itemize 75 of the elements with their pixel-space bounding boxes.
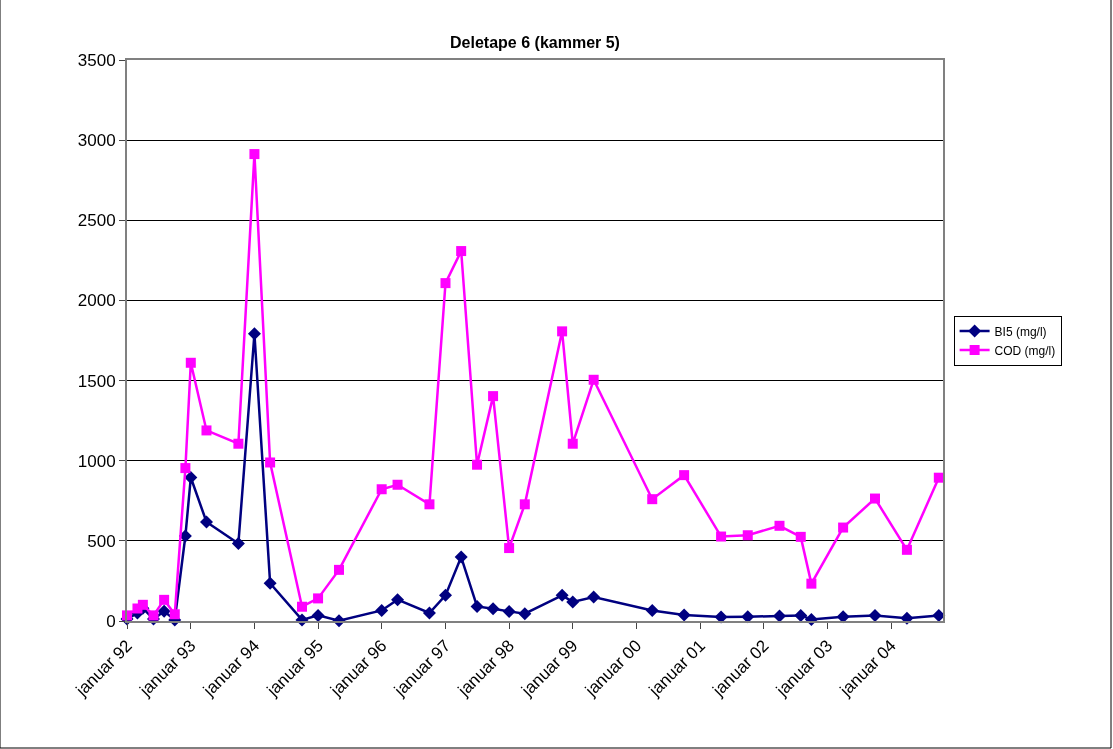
point	[185, 357, 196, 368]
point	[313, 593, 324, 604]
point	[137, 599, 148, 610]
y-tick-label: 1500	[77, 371, 116, 391]
point	[868, 608, 882, 622]
point	[519, 499, 530, 510]
y-tick-label: 2500	[77, 211, 116, 231]
point	[265, 457, 276, 468]
point	[440, 278, 451, 289]
y-tick-label: 3000	[77, 131, 116, 151]
point	[456, 246, 467, 257]
point	[486, 602, 500, 616]
point	[504, 543, 515, 554]
point	[716, 531, 727, 542]
point	[424, 499, 435, 510]
point	[311, 608, 325, 622]
y-tick-label: 500	[87, 531, 116, 551]
point	[454, 550, 468, 564]
point	[470, 599, 484, 613]
point	[375, 603, 389, 617]
point	[587, 590, 601, 604]
point	[741, 610, 755, 624]
point	[201, 425, 212, 436]
point	[772, 609, 786, 623]
point	[438, 588, 452, 602]
point	[249, 149, 260, 160]
point	[567, 438, 578, 449]
point	[157, 604, 171, 618]
point	[870, 493, 881, 504]
point	[247, 327, 261, 341]
point	[472, 459, 483, 470]
y-tick-label: 3500	[77, 50, 116, 70]
legend-label: BI5 (mg/l)	[994, 324, 1047, 339]
y-tick-label: 1000	[77, 451, 116, 471]
point	[169, 609, 180, 620]
point	[297, 601, 308, 612]
point	[184, 471, 198, 485]
y-tick-label: 0	[106, 611, 116, 631]
point	[795, 531, 806, 542]
point	[199, 515, 213, 529]
point	[555, 588, 569, 602]
point	[838, 522, 849, 533]
point	[933, 472, 944, 483]
point	[148, 610, 159, 621]
point	[647, 494, 658, 505]
point	[901, 544, 912, 555]
point	[714, 610, 728, 624]
chart-title: Deletape 6 (kammer 5)	[450, 33, 620, 51]
point	[488, 391, 499, 402]
point	[566, 595, 580, 609]
point	[391, 593, 405, 607]
point	[502, 604, 516, 618]
point	[677, 608, 691, 622]
point	[518, 607, 532, 621]
point	[233, 438, 244, 449]
point	[742, 530, 753, 541]
point	[159, 594, 170, 605]
point	[180, 463, 191, 474]
point	[376, 484, 387, 495]
point	[806, 578, 817, 589]
point	[836, 610, 850, 624]
legend-label: COD (mg/l)	[994, 343, 1056, 358]
point	[333, 564, 344, 575]
point	[774, 520, 785, 531]
point	[932, 608, 946, 622]
point	[645, 604, 659, 618]
point	[422, 606, 436, 620]
point	[231, 536, 245, 550]
y-tick-label: 2000	[77, 291, 116, 311]
point	[392, 479, 403, 490]
point	[794, 608, 808, 622]
point	[263, 576, 277, 590]
point	[679, 470, 690, 481]
point	[588, 374, 599, 385]
point	[557, 326, 568, 337]
